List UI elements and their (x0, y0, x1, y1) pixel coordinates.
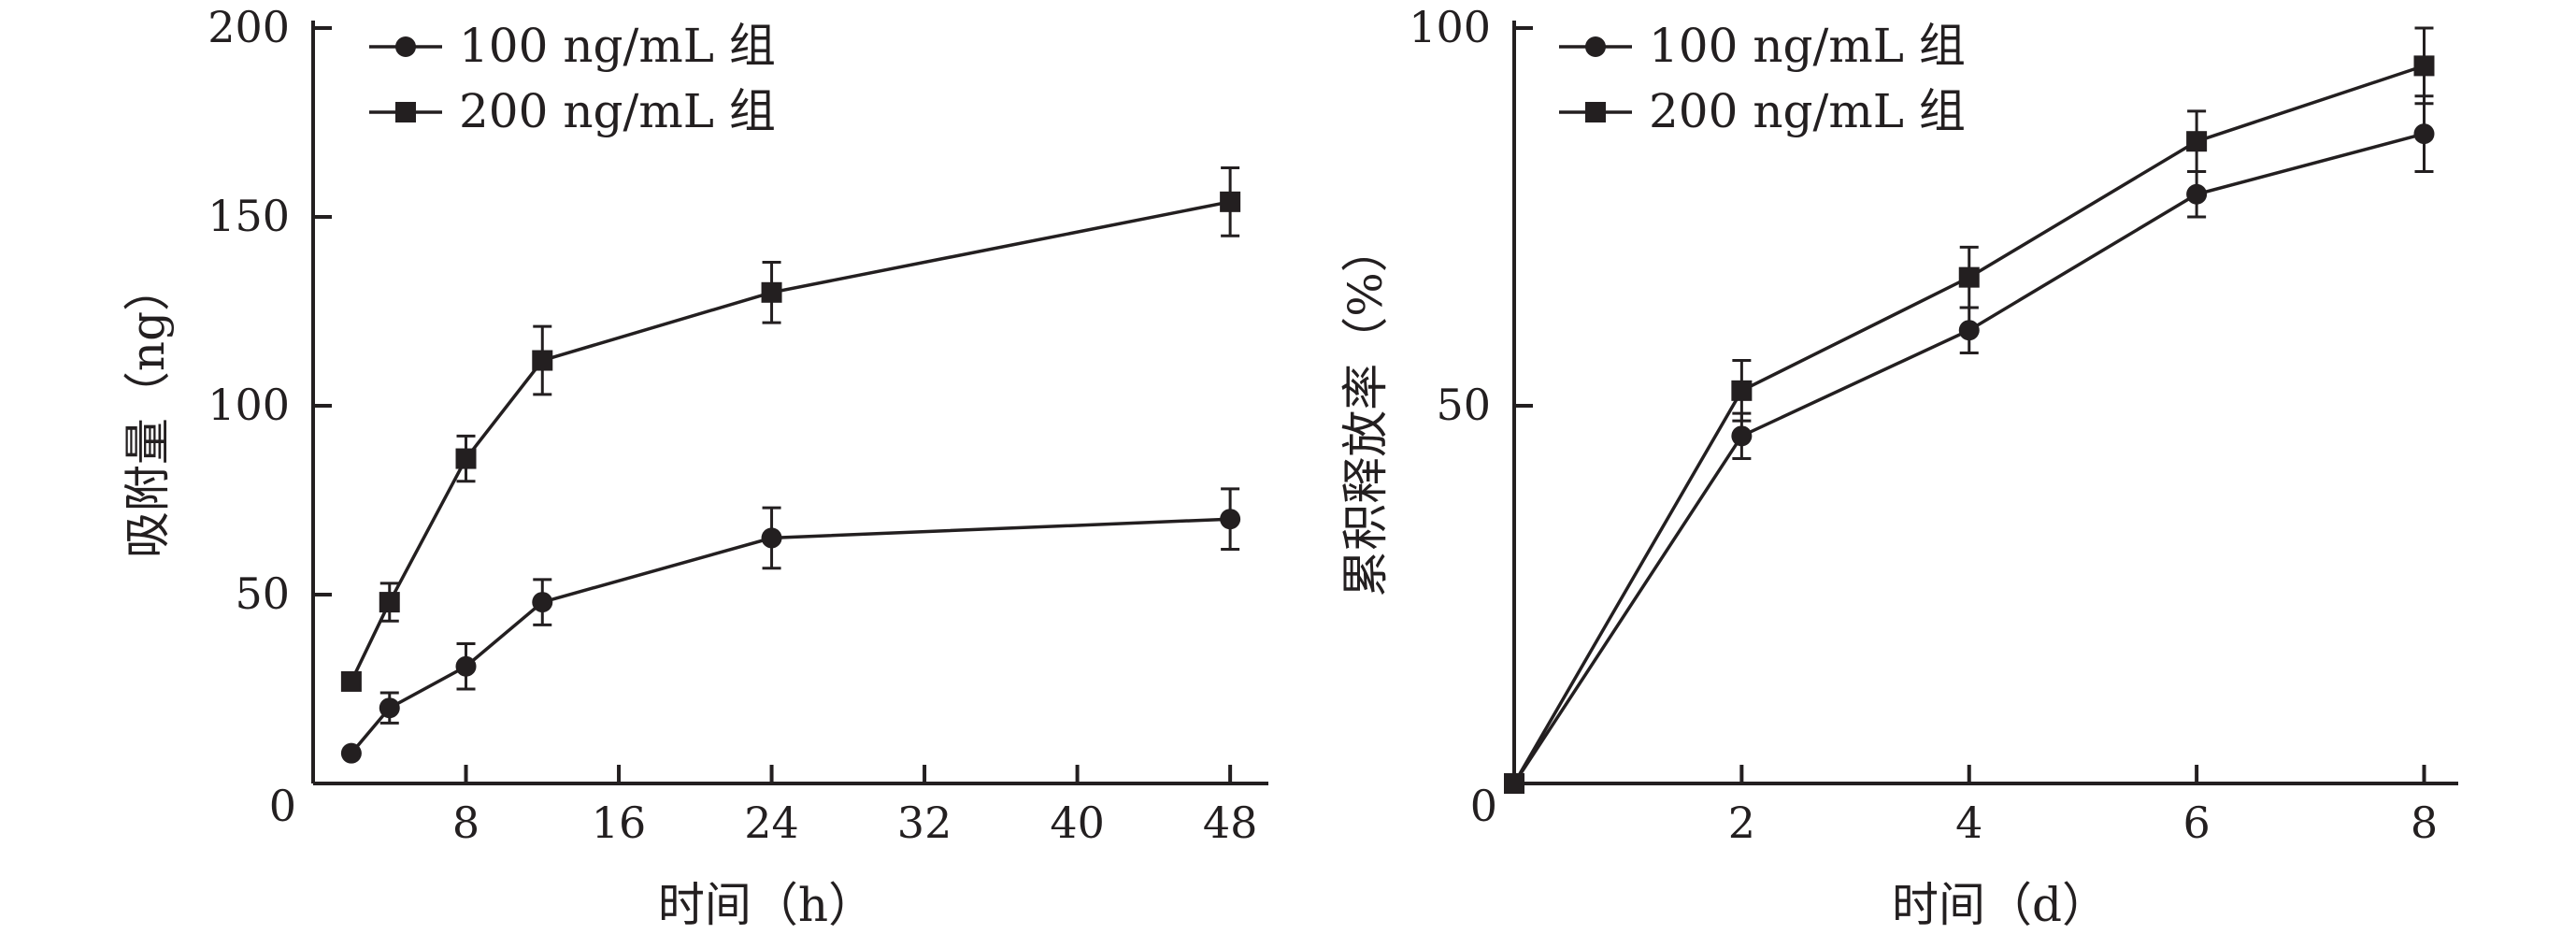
y-axis-label: 累积释放率（%） (1338, 225, 1393, 597)
data-point-square (2413, 55, 2435, 77)
x-tick-label: 24 (744, 797, 799, 848)
data-point-circle (379, 697, 400, 719)
data-point-circle (761, 527, 782, 549)
chart-release: 0 50 100 2 4 6 8 时间（d） 累积释放率（%） 100 ng/mL 组 200 ng… (1338, 2, 2458, 932)
x-tick-label: 32 (897, 797, 952, 848)
data-point-square (1220, 191, 1241, 212)
x-tick-label: 2 (1728, 797, 1755, 848)
x-tick-label: 8 (2411, 797, 2438, 848)
legend-label: 200 ng/mL 组 (459, 84, 776, 138)
data-point-square (1731, 380, 1753, 401)
series-line (1512, 132, 2425, 784)
data-point-square (379, 592, 400, 613)
data-point-square (1958, 266, 1980, 288)
data-point-square (1504, 773, 1524, 794)
x-tick-label: 16 (592, 797, 647, 848)
y-tick-label: 50 (235, 568, 290, 619)
x-tick-label: 8 (452, 797, 479, 848)
x-tick-label: 48 (1203, 797, 1258, 848)
data-point-square (340, 670, 362, 692)
data-point-circle (2413, 123, 2435, 145)
x-tick-label: 4 (1955, 797, 1982, 848)
y-tick-label: 50 (1436, 380, 1491, 430)
origin-label: 0 (269, 781, 296, 831)
data-point-circle (1958, 320, 1980, 341)
data-point-circle (2186, 183, 2208, 205)
legend-marker-circle (395, 36, 416, 57)
y-tick-label: 200 (208, 2, 290, 52)
y-tick-label: 100 (208, 380, 290, 430)
legend-label: 200 ng/mL 组 (1649, 84, 1966, 138)
data-point-square (532, 350, 553, 371)
x-axis-label: 时间（d） (1892, 878, 2109, 932)
legend-marker-circle (1585, 36, 1606, 57)
legend-marker-square (1585, 102, 1606, 122)
data-point-circle (1731, 425, 1753, 447)
data-point-circle (455, 655, 477, 677)
data-point-square (2186, 131, 2208, 152)
x-axis-label: 时间（h） (658, 878, 875, 932)
x-tick-label: 6 (2182, 797, 2210, 848)
series-line (350, 200, 1231, 683)
origin-label: 0 (1470, 781, 1497, 831)
x-tick-label: 40 (1050, 797, 1105, 848)
series-line (350, 517, 1231, 754)
legend-marker-square (395, 102, 416, 122)
chart-adsorption: 0 50 100 150 200 8 16 24 32 40 48 时间（h） 吸附量（ng） 100 n… (121, 2, 1268, 932)
data-point-circle (1220, 509, 1241, 530)
data-point-circle (532, 592, 553, 613)
legend-label: 100 ng/mL 组 (1649, 19, 1966, 73)
data-point-circle (340, 742, 362, 764)
y-axis-label: 吸附量（ng） (121, 265, 175, 558)
data-point-square (455, 448, 477, 469)
y-tick-label: 100 (1409, 2, 1491, 52)
series-line (1512, 64, 2426, 784)
y-tick-label: 150 (208, 191, 290, 241)
legend-label: 100 ng/mL 组 (459, 19, 776, 73)
data-point-square (761, 281, 782, 303)
